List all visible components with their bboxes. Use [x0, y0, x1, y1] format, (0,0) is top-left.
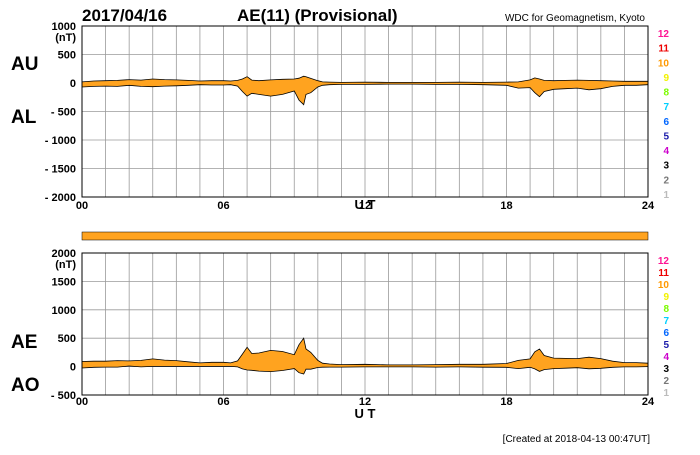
au-al-ytick-label: 500: [58, 50, 76, 62]
au-al-xtick-label: 12: [359, 200, 371, 212]
ae-ao-station-count-label: 2: [663, 376, 669, 387]
ae-ao-top-series-label: AE: [11, 332, 37, 353]
ae-ao-plot-frame: [81, 252, 649, 396]
created-note: [Created at 2018-04-13 00:47UT]: [503, 434, 651, 445]
au-al-lower-series-line: [81, 83, 649, 106]
ae-ao-xaxis-label: U T: [355, 406, 376, 421]
ae-ao-ytick-label: 0: [70, 362, 76, 374]
au-al-ytick-label: - 1000: [45, 135, 76, 147]
ae-ao-xtick-label: 00: [76, 396, 88, 408]
ae-ao-station-count-label: 12: [658, 256, 670, 267]
au-al-ytick-label: - 2000: [45, 192, 76, 204]
ae-ao-ytick-label: 500: [58, 333, 76, 345]
au-al-station-count-label: 4: [663, 146, 669, 157]
ae-ao-station-count-label: 7: [663, 316, 669, 327]
ae-ao-station-count-label: 6: [663, 328, 669, 339]
ae-ao-station-count-label: 9: [663, 292, 669, 303]
au-al-xtick-label: 24: [642, 200, 655, 212]
ae-ao-station-count-label: 1: [663, 388, 669, 399]
au-al-top-series-label: AU: [11, 54, 38, 75]
au-al-xtick-label: 00: [76, 200, 88, 212]
au-al-station-count-label: 12: [658, 29, 670, 40]
ae-ao-ytick-label: 1500: [52, 276, 76, 288]
au-al-station-count-label: 9: [663, 73, 669, 84]
au-al-ytick-label: - 1500: [45, 164, 76, 176]
ae-ao-station-count-label: 8: [663, 304, 669, 315]
ae-ao-station-count-label: 5: [663, 340, 669, 351]
ae-ao-xtick-label: 24: [642, 396, 655, 408]
au-al-station-count-label: 11: [658, 44, 669, 55]
ae-ao-station-count-label: 11: [658, 268, 669, 279]
au-al-station-count-label: 6: [663, 117, 669, 128]
au-al-plot-frame: [81, 25, 649, 198]
ae-ao-lower-series-line: [81, 365, 649, 375]
au-al-xtick-label: 06: [217, 200, 229, 212]
ae-ao-ytick-label: 1000: [52, 305, 76, 317]
ae-ao-ytick-label: - 500: [51, 390, 76, 402]
au-al-station-count-label: 7: [663, 102, 669, 113]
ae-ao-upper-series-line: [81, 337, 649, 366]
ae-ao-envelope-fill: [82, 338, 648, 374]
plot-source: WDC for Geomagnetism, Kyoto: [505, 13, 645, 24]
au-al-station-count-label: 5: [663, 131, 669, 142]
au-al-upper-series-line: [81, 75, 648, 83]
au-al-envelope-fill: [82, 76, 648, 105]
ae-ao-ytick-label: 2000: [52, 248, 76, 260]
ae-ao-unit-label: (nT): [55, 259, 76, 271]
au-al-station-count-label: 10: [658, 58, 670, 69]
panel-separator-bar: [81, 231, 649, 241]
au-al-bottom-series-label: AL: [11, 107, 37, 128]
au-al-station-count-label: 2: [663, 175, 669, 186]
ae-ao-xtick-label: 06: [217, 396, 229, 408]
au-al-station-count-label: 1: [663, 190, 669, 201]
ae-ao-xtick-label: 12: [359, 396, 371, 408]
plot-date: 2017/04/16: [82, 6, 167, 25]
ae-ao-station-count-label: 3: [663, 364, 669, 375]
ae-ao-station-count-label: 4: [663, 352, 669, 363]
au-al-unit-label: (nT): [55, 32, 76, 44]
au-al-xtick-label: 18: [500, 200, 512, 212]
au-al-ytick-label: - 500: [51, 107, 76, 119]
au-al-station-count-label: 3: [663, 161, 669, 172]
au-al-xaxis-label: U T: [355, 197, 376, 212]
plot-title: AE(11) (Provisional): [237, 6, 398, 25]
ae-ao-bottom-series-label: AO: [11, 375, 40, 396]
au-al-ytick-label: 1000: [52, 21, 76, 33]
au-al-ytick-label: 0: [70, 78, 76, 90]
au-al-station-count-label: 8: [663, 88, 669, 99]
ae-ao-station-count-label: 10: [658, 280, 670, 291]
ae-ao-xtick-label: 18: [500, 396, 512, 408]
